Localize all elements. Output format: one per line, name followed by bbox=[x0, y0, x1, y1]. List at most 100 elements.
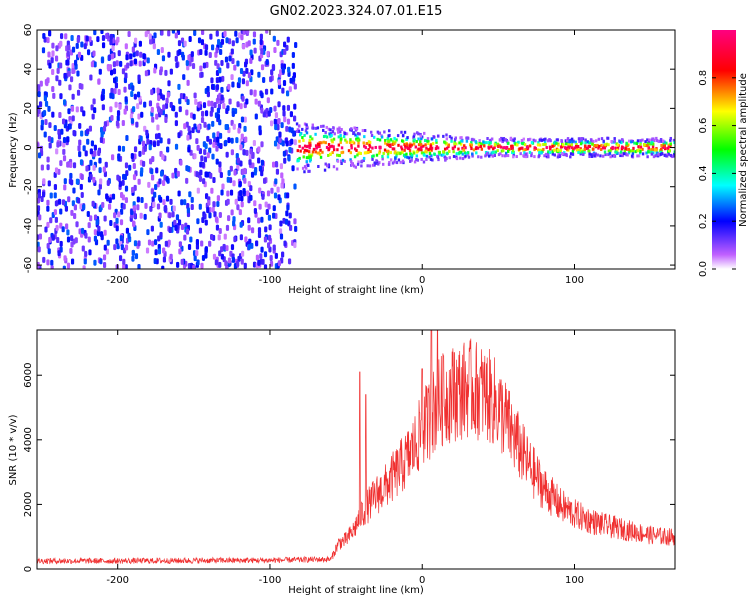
spectrogram-cell bbox=[161, 180, 166, 187]
spectrogram-cell bbox=[155, 113, 159, 120]
spectrogram-cell bbox=[669, 138, 672, 142]
spectrogram-cell bbox=[382, 162, 385, 166]
spectrogram-cell bbox=[71, 62, 75, 69]
y-tick-label: 60 bbox=[23, 24, 34, 37]
spectrogram-cell bbox=[302, 138, 305, 142]
spectrogram-cell bbox=[427, 148, 430, 152]
spectrogram-cell bbox=[452, 150, 455, 154]
spectrogram-cell bbox=[135, 50, 139, 57]
spectrogram-cell bbox=[631, 149, 635, 153]
spectrogram-cell bbox=[46, 37, 50, 44]
spectrogram-cell bbox=[227, 215, 231, 222]
spectrogram-cell bbox=[280, 122, 284, 129]
spectrogram-cell bbox=[193, 153, 197, 160]
spectrogram-cell bbox=[331, 140, 334, 144]
spectrogram-cell bbox=[241, 95, 245, 102]
spectrogram-cell bbox=[652, 151, 655, 155]
spectrogram-cell bbox=[356, 135, 359, 139]
spectrogram-cell bbox=[206, 135, 210, 142]
spectrogram-cell bbox=[152, 201, 156, 208]
spectrogram-cell bbox=[435, 140, 438, 144]
spectrogram-cell bbox=[296, 149, 299, 153]
spectrogram-cell bbox=[54, 167, 59, 174]
spectrogram-cell bbox=[147, 239, 152, 246]
spectrogram-cell bbox=[303, 165, 307, 169]
spectrogram-cell bbox=[652, 155, 656, 159]
spectrogram-cell bbox=[588, 141, 592, 145]
spectrogram-cell bbox=[553, 148, 556, 152]
spectrogram-cell bbox=[349, 158, 352, 162]
spectrogram-cell bbox=[610, 147, 613, 151]
spectrogram-cell bbox=[530, 154, 533, 158]
spectrogram-cell bbox=[262, 76, 266, 83]
spectrogram-cell bbox=[396, 134, 400, 138]
spectrogram-cell bbox=[51, 86, 55, 93]
spectrogram-cell bbox=[599, 154, 602, 158]
spectrogram-cell bbox=[423, 131, 426, 135]
spectrogram-cell bbox=[226, 176, 230, 183]
y-tick-label: -40 bbox=[23, 218, 34, 234]
spectrogram-cell bbox=[360, 159, 364, 163]
spectrogram-cell bbox=[72, 162, 77, 169]
spectrogram-cell bbox=[569, 152, 573, 156]
spectrogram-cell bbox=[385, 150, 389, 154]
spectrogram-cell bbox=[295, 129, 299, 133]
spectrogram-cell bbox=[388, 143, 391, 147]
spectrogram-cell bbox=[247, 72, 252, 79]
spectrogram-cell bbox=[199, 48, 203, 55]
spectrogram-cell bbox=[662, 142, 665, 146]
spectrogram-cell bbox=[493, 145, 496, 149]
spectrogram-cell bbox=[157, 95, 161, 102]
spectrogram-cell bbox=[119, 235, 123, 242]
spectrogram-cell bbox=[486, 137, 489, 141]
spectrogram-cell bbox=[89, 159, 93, 166]
colorbar-tick-label: 0.6 bbox=[698, 118, 709, 134]
spectrogram-cell bbox=[159, 137, 163, 144]
spectrogram-cell bbox=[117, 89, 121, 96]
spectrogram-cell bbox=[565, 138, 569, 142]
spectrogram-cell bbox=[86, 49, 91, 56]
spectrogram-cell bbox=[115, 217, 119, 224]
spectrogram-cell bbox=[220, 38, 225, 45]
spectrogram-cell bbox=[265, 58, 269, 65]
spectrogram-cell bbox=[393, 142, 396, 146]
spectrogram-cell bbox=[419, 143, 423, 147]
spectrogram-cell bbox=[504, 138, 507, 142]
spectrogram-cell bbox=[63, 255, 67, 262]
spectrogram-cell bbox=[321, 150, 324, 154]
spectrogram-cell bbox=[413, 132, 416, 136]
spectrogram-cell bbox=[133, 184, 137, 191]
spectrogram-cell bbox=[47, 180, 51, 187]
spectrogram-cell bbox=[654, 154, 657, 158]
spectrogram-cell bbox=[277, 118, 281, 125]
spectrogram-cell bbox=[260, 159, 265, 166]
spectrogram-cell bbox=[66, 229, 70, 236]
spectrogram-cell bbox=[91, 200, 95, 207]
x-tick-label: -200 bbox=[106, 575, 129, 586]
spectrogram-cell bbox=[37, 192, 42, 199]
spectrogram-cell bbox=[279, 220, 283, 227]
spectrogram-cell bbox=[378, 151, 381, 155]
spectrogram-cell bbox=[169, 198, 173, 205]
spectrogram-cell bbox=[287, 258, 292, 265]
spectrogram-cell bbox=[102, 125, 107, 132]
spectrogram-cell bbox=[104, 161, 108, 168]
spectrogram-cell bbox=[173, 219, 177, 226]
spectrogram-cell bbox=[234, 198, 238, 205]
spectrogram-cell bbox=[148, 33, 152, 40]
spectrogram-cell bbox=[512, 139, 516, 143]
spectrogram-cell bbox=[669, 153, 673, 157]
spectrogram-cell bbox=[536, 143, 540, 147]
spectrogram-cell bbox=[102, 166, 106, 173]
spectrogram-cell bbox=[165, 195, 170, 202]
spectrogram-cell bbox=[620, 141, 623, 145]
spectrogram-cell bbox=[354, 133, 357, 137]
spectrogram-cell bbox=[298, 139, 301, 143]
spectrogram-cell bbox=[357, 141, 360, 145]
spectrogram-cell bbox=[266, 97, 270, 104]
spectrogram-cell bbox=[191, 63, 196, 70]
spectrogram-cell bbox=[63, 72, 67, 79]
spectrogram-cell bbox=[530, 152, 533, 156]
spectrogram-cell bbox=[639, 141, 642, 145]
